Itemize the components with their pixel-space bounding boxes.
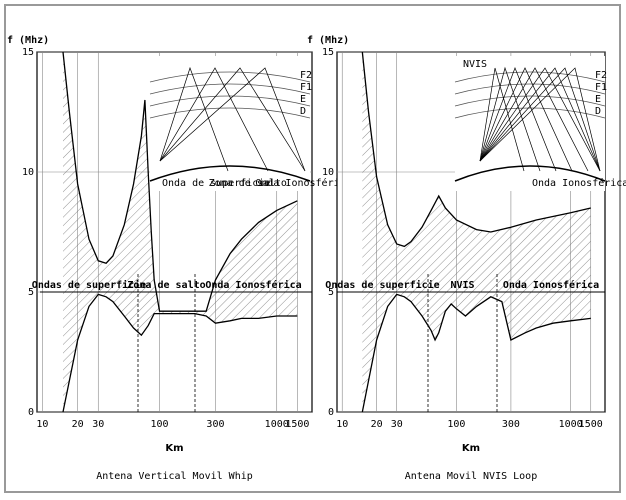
x-tick-label: 30 bbox=[92, 419, 104, 430]
x-tick-label: 1000 bbox=[559, 419, 583, 430]
curve bbox=[361, 51, 591, 248]
layer bbox=[149, 71, 311, 83]
inset bbox=[150, 56, 310, 191]
y-axis-label: f (Mhz) bbox=[7, 35, 49, 46]
region-label: Ondas de superficie bbox=[32, 279, 146, 291]
y-tick-label: 0 bbox=[328, 407, 334, 418]
inset-label: Onda Ionosférica bbox=[255, 177, 351, 189]
layer bbox=[149, 95, 311, 107]
y-tick-label: 5 bbox=[328, 287, 334, 298]
ray bbox=[479, 67, 573, 172]
x-tick-label: 300 bbox=[206, 419, 224, 430]
hatched-region bbox=[62, 52, 298, 412]
x-tick-label: 10 bbox=[336, 419, 348, 430]
x-tick-label: 1500 bbox=[579, 419, 603, 430]
y-tick-label: 10 bbox=[322, 167, 334, 178]
x-tick-label: 300 bbox=[502, 419, 520, 430]
x-tick-label: 100 bbox=[447, 419, 465, 430]
layer-label: E bbox=[595, 94, 601, 105]
x-tick-label: 1500 bbox=[285, 419, 309, 430]
x-tick-label: 100 bbox=[151, 419, 169, 430]
ray bbox=[479, 67, 601, 172]
layer bbox=[149, 107, 311, 119]
region-label: Zona de salto bbox=[127, 280, 205, 291]
region-label: Onda Ionosférica bbox=[205, 279, 301, 291]
curve bbox=[62, 51, 298, 312]
curve bbox=[361, 293, 591, 413]
region-label: Ondas de superficie bbox=[325, 279, 439, 291]
y-tick-label: 0 bbox=[28, 407, 34, 418]
layer-label: E bbox=[300, 94, 306, 105]
ray bbox=[479, 67, 601, 172]
curve bbox=[62, 293, 298, 413]
ray bbox=[479, 67, 525, 172]
layer bbox=[454, 83, 606, 95]
x-tick-label: 30 bbox=[391, 419, 403, 430]
layer bbox=[454, 107, 606, 119]
region-label: NVIS bbox=[450, 280, 474, 291]
y-tick-label: 10 bbox=[22, 167, 34, 178]
y-axis-label: f (Mhz) bbox=[307, 35, 349, 46]
y-tick-label: 5 bbox=[28, 287, 34, 298]
region-label: Onda Ionosférica bbox=[503, 279, 599, 291]
ray bbox=[479, 67, 601, 172]
x-tick-label: 1000 bbox=[265, 419, 289, 430]
y-tick-label: 15 bbox=[322, 47, 334, 58]
layer bbox=[454, 71, 606, 83]
ray bbox=[479, 67, 601, 172]
ray bbox=[159, 67, 306, 172]
earth bbox=[149, 165, 311, 182]
layer-label: D bbox=[595, 106, 601, 117]
inset-label: Onda de superficie bbox=[162, 178, 270, 189]
inset-label: NVIS bbox=[463, 59, 487, 70]
ray bbox=[159, 66, 229, 172]
ray bbox=[479, 66, 541, 172]
inset-label: Zona de salto bbox=[209, 178, 287, 189]
layer-label: F1 bbox=[595, 82, 607, 93]
x-tick-label: 10 bbox=[36, 419, 48, 430]
layer-label: F2 bbox=[595, 70, 607, 81]
ray bbox=[159, 67, 306, 172]
layer-label: F1 bbox=[300, 82, 312, 93]
hatched-region bbox=[362, 52, 591, 412]
layer-label: D bbox=[300, 106, 306, 117]
y-tick-label: 15 bbox=[22, 47, 34, 58]
chart-title: Antena Vertical Movil Whip bbox=[96, 471, 253, 482]
layer bbox=[149, 83, 311, 95]
x-axis-label: Km bbox=[462, 443, 480, 454]
ray bbox=[479, 67, 557, 172]
earth bbox=[454, 165, 606, 182]
chart-title: Antena Movil NVIS Loop bbox=[405, 471, 537, 482]
inset-label: Onda Ionosférica bbox=[532, 177, 626, 189]
ray bbox=[159, 67, 269, 172]
ray bbox=[479, 67, 589, 172]
x-axis-label: Km bbox=[165, 443, 183, 454]
x-tick-label: 20 bbox=[371, 419, 383, 430]
layer bbox=[454, 95, 606, 107]
x-tick-label: 20 bbox=[72, 419, 84, 430]
layer-label: F2 bbox=[300, 70, 312, 81]
